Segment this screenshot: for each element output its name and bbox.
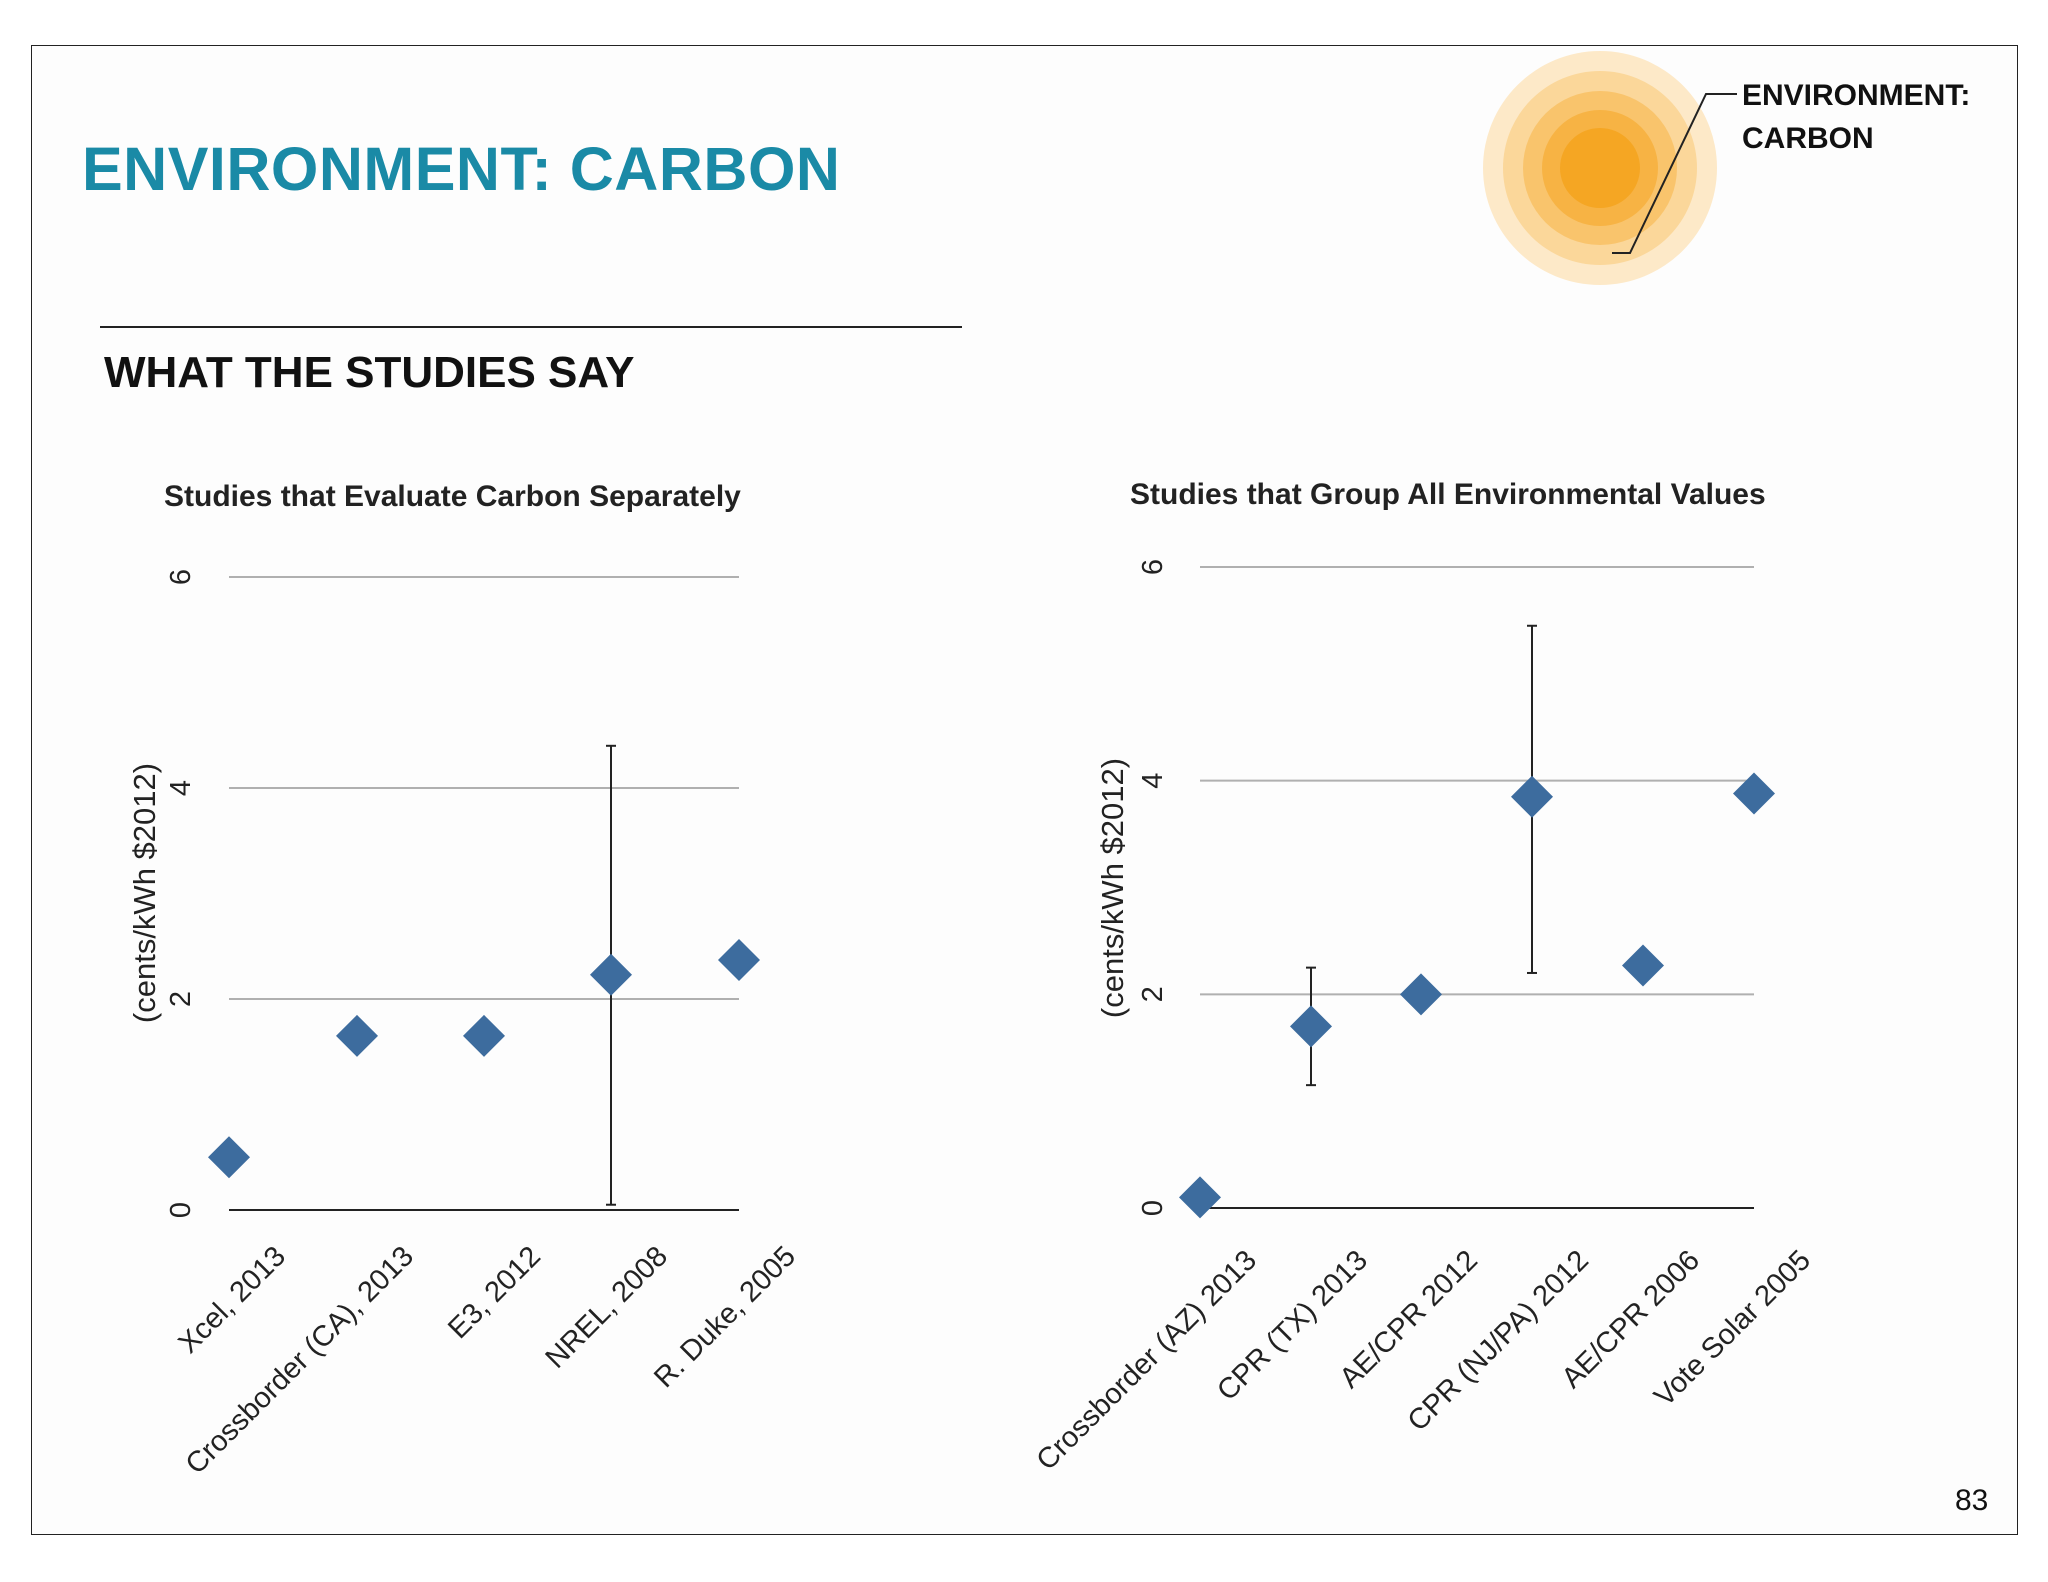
page-number: 83 [1955,1484,1989,1517]
data-point [1290,1005,1332,1048]
section-divider [100,326,962,328]
data-point [718,938,760,981]
data-point [1400,973,1442,1016]
slide-frame [31,45,2018,1535]
chart-title: Studies that Group All Environmental Val… [1130,478,1766,511]
y-tick-label: 4 [1137,773,1169,789]
y-tick-label: 6 [165,569,197,585]
data-point [1733,772,1775,815]
y-tick-label: 4 [165,780,197,796]
chart-title: Studies that Evaluate Carbon Separately [164,480,741,513]
y-tick-label: 0 [165,1202,197,1218]
data-point [336,1014,378,1057]
x-category-label: Crossborder (CA), 2013 [180,1240,420,1480]
y-axis-label: (cents/kWh $2012) [127,763,162,1023]
x-category-label: CPR (NJ/PA) 2012 [1402,1244,1595,1437]
y-axis-label: (cents/kWh $2012) [1095,758,1130,1018]
badge-label: ENVIRONMENT: CARBON [1742,74,1970,160]
y-tick-label: 6 [1137,559,1169,575]
data-point [208,1136,250,1179]
data-point [1179,1176,1221,1219]
data-point [463,1014,505,1057]
data-point [1511,775,1553,818]
section-title: WHAT THE STUDIES SAY [104,348,635,397]
x-category-label: Crossborder (AZ) 2013 [1031,1244,1263,1476]
data-point [590,953,632,996]
x-category-label: NREL, 2008 [540,1240,674,1374]
page-title: ENVIRONMENT: CARBON [82,135,841,203]
x-category-label: Xcel, 2013 [172,1240,292,1360]
badge-label-line2: CARBON [1742,122,1874,155]
badge-label-line1: ENVIRONMENT: [1742,79,1971,112]
y-tick-label: 2 [165,991,197,1007]
y-tick-label: 0 [1137,1200,1169,1216]
data-point [1622,944,1664,987]
x-category-label: E3, 2012 [442,1240,547,1345]
y-tick-label: 2 [1137,986,1169,1002]
